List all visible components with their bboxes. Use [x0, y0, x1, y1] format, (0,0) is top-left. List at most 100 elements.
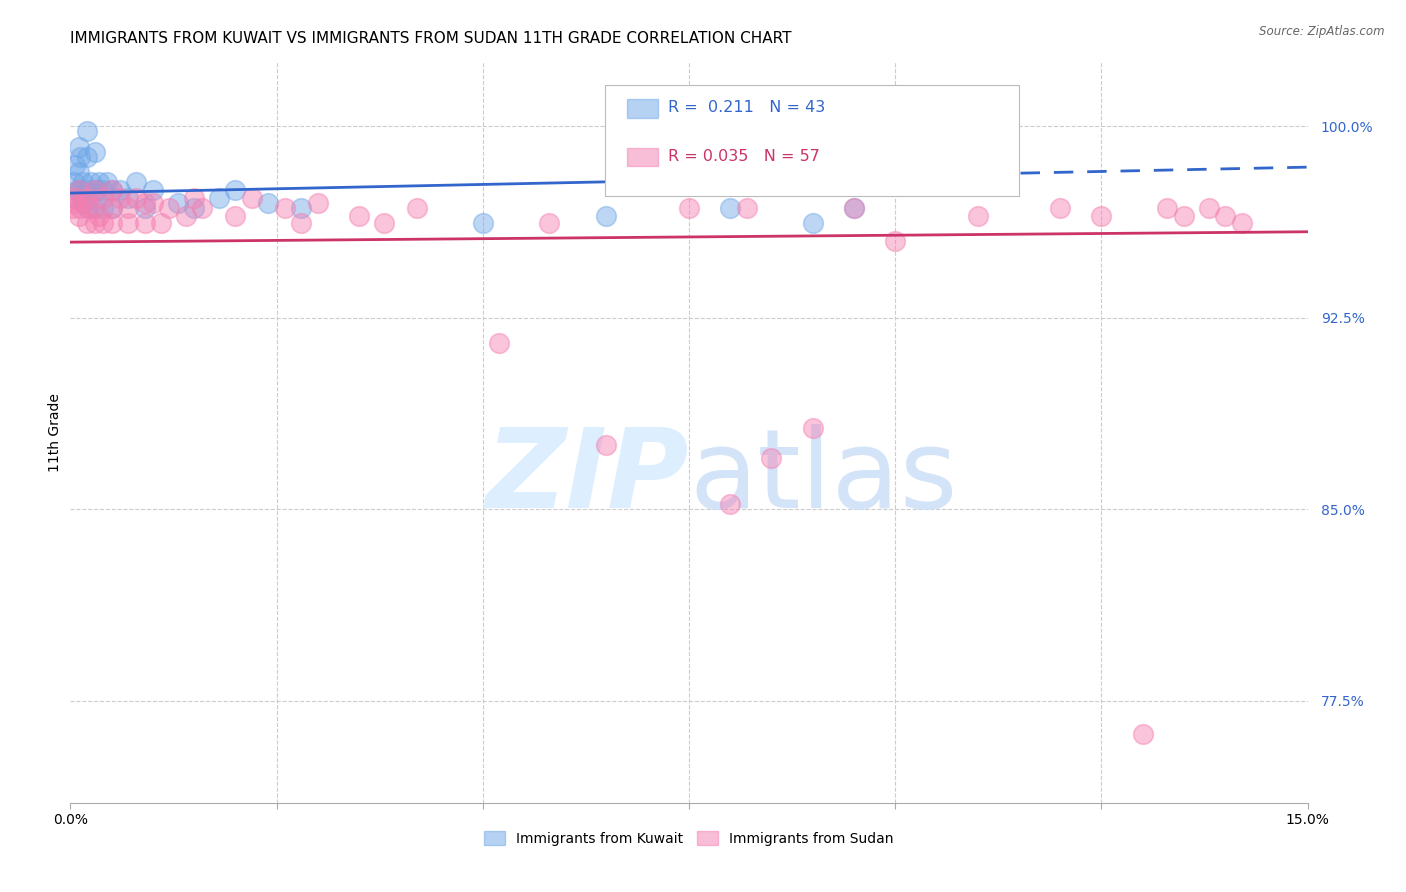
Point: [966, 209, 988, 223]
FancyBboxPatch shape: [605, 85, 1019, 195]
Point: [80, 176, 103, 190]
Point: [537, 216, 560, 230]
Point: [224, 183, 246, 197]
Point: [91, 201, 114, 215]
Point: [108, 191, 131, 205]
Point: [76, 183, 98, 197]
Bar: [627, 99, 658, 118]
Point: [1230, 216, 1253, 230]
Point: [290, 216, 312, 230]
Point: [290, 201, 312, 215]
Point: [76, 150, 98, 164]
Point: [108, 183, 131, 197]
Text: R =  0.211   N = 43: R = 0.211 N = 43: [668, 100, 825, 115]
Point: [67, 139, 90, 153]
Point: [307, 195, 329, 210]
Point: [65, 195, 87, 210]
Point: [157, 201, 180, 215]
Point: [134, 195, 156, 210]
Point: [84, 201, 107, 215]
Point: [1213, 209, 1236, 223]
Point: [224, 209, 246, 223]
Point: [100, 201, 122, 215]
Point: [678, 201, 700, 215]
Point: [1173, 209, 1195, 223]
Text: IMMIGRANTS FROM KUWAIT VS IMMIGRANTS FROM SUDAN 11TH GRADE CORRELATION CHART: IMMIGRANTS FROM KUWAIT VS IMMIGRANTS FRO…: [70, 31, 792, 46]
Point: [125, 176, 148, 190]
Point: [65, 157, 87, 171]
Point: [62, 191, 84, 205]
Point: [63, 176, 86, 190]
Legend: Immigrants from Kuwait, Immigrants from Sudan: Immigrants from Kuwait, Immigrants from …: [478, 825, 900, 851]
Point: [91, 183, 114, 197]
Point: [62, 201, 84, 215]
Y-axis label: 11th Grade: 11th Grade: [48, 393, 62, 472]
Point: [89, 209, 111, 223]
Point: [884, 234, 907, 248]
Point: [70, 183, 93, 197]
Point: [1132, 727, 1154, 741]
Point: [488, 336, 510, 351]
Point: [373, 216, 395, 230]
Point: [77, 201, 100, 215]
Bar: [627, 147, 658, 166]
Text: Source: ZipAtlas.com: Source: ZipAtlas.com: [1260, 25, 1385, 38]
Point: [89, 176, 111, 190]
Point: [174, 209, 197, 223]
Point: [73, 191, 96, 205]
Point: [84, 145, 107, 159]
Point: [72, 195, 94, 210]
Point: [134, 216, 156, 230]
Point: [347, 209, 370, 223]
Point: [134, 201, 156, 215]
Point: [84, 183, 107, 197]
Point: [761, 451, 783, 466]
Point: [84, 183, 107, 197]
Point: [72, 195, 94, 210]
Point: [191, 201, 214, 215]
Point: [117, 191, 139, 205]
Point: [76, 216, 98, 230]
Text: ZIP: ZIP: [485, 424, 689, 531]
Point: [166, 195, 188, 210]
Point: [69, 150, 91, 164]
Point: [100, 216, 122, 230]
Point: [67, 165, 90, 179]
Point: [257, 195, 280, 210]
Point: [274, 201, 297, 215]
Point: [142, 195, 165, 210]
Point: [66, 183, 89, 197]
Point: [208, 191, 231, 205]
Point: [76, 191, 98, 205]
Point: [80, 201, 103, 215]
Point: [718, 201, 741, 215]
Point: [240, 191, 263, 205]
Point: [91, 216, 114, 230]
Point: [1049, 201, 1071, 215]
Point: [86, 183, 108, 197]
Point: [67, 209, 90, 223]
Point: [72, 176, 94, 190]
Point: [1156, 201, 1178, 215]
Point: [100, 183, 122, 197]
Point: [471, 216, 494, 230]
Point: [183, 191, 205, 205]
Point: [125, 191, 148, 205]
Point: [69, 201, 91, 215]
Point: [801, 420, 824, 434]
Point: [150, 216, 173, 230]
Point: [595, 438, 617, 452]
Point: [142, 183, 165, 197]
Point: [67, 183, 90, 197]
Point: [67, 183, 90, 197]
Point: [842, 201, 865, 215]
Point: [842, 201, 865, 215]
Point: [405, 201, 427, 215]
Point: [595, 209, 617, 223]
Text: atlas: atlas: [689, 424, 957, 531]
Point: [63, 191, 86, 205]
Point: [801, 216, 824, 230]
Point: [1090, 209, 1112, 223]
Point: [117, 201, 139, 215]
Text: R = 0.035   N = 57: R = 0.035 N = 57: [668, 149, 820, 164]
